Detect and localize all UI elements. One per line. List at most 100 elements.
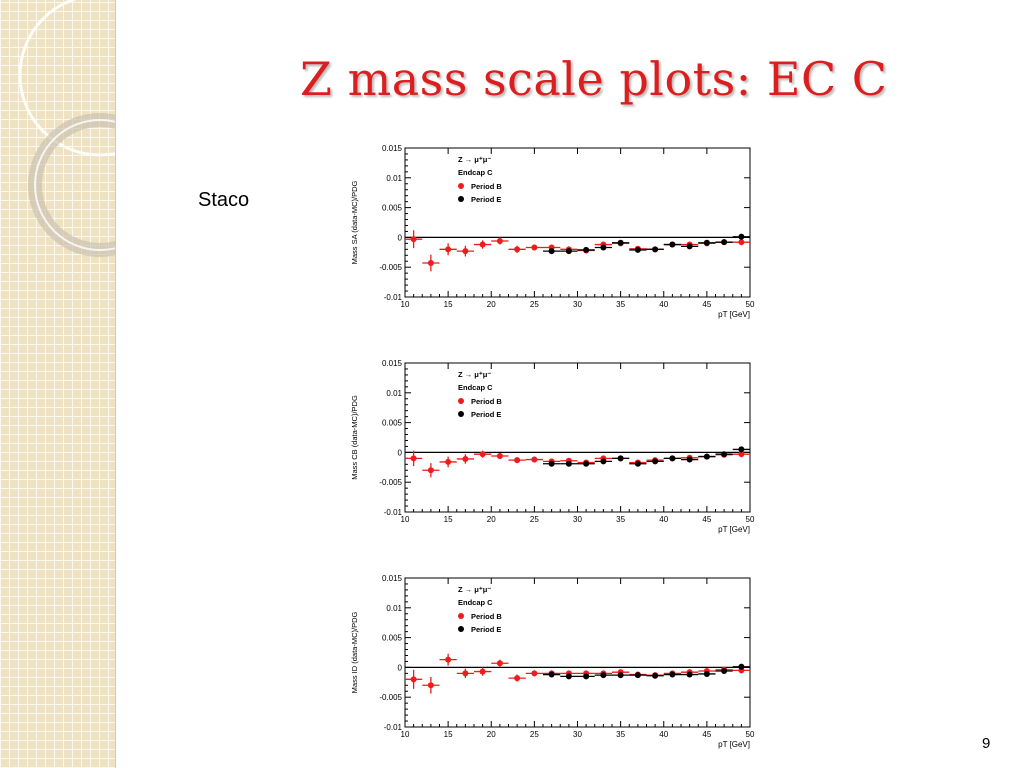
data-point bbox=[445, 656, 452, 663]
data-point bbox=[548, 671, 555, 678]
sidebar-grid-decoration bbox=[0, 0, 116, 768]
data-point bbox=[445, 246, 452, 253]
x-axis-title: pT [GeV] bbox=[718, 310, 750, 319]
data-point bbox=[565, 673, 572, 680]
data-point bbox=[738, 451, 745, 458]
y-tick-label: 0.015 bbox=[382, 144, 403, 153]
legend-region-label: Endcap C bbox=[458, 383, 493, 392]
x-tick-label: 25 bbox=[530, 515, 539, 524]
legend-entry-label: Period E bbox=[471, 410, 501, 419]
legend-entry-label: Period E bbox=[471, 625, 501, 634]
x-tick-label: 20 bbox=[487, 515, 496, 524]
mass-sa-plot: 10 15 20 25 30 35 40 45 50 -0.01 -0.005 0 0.005 0.01 0… bbox=[345, 140, 765, 320]
data-point bbox=[462, 455, 469, 462]
data-point bbox=[548, 248, 555, 255]
data-point bbox=[617, 239, 624, 246]
data-point bbox=[496, 660, 503, 667]
data-point bbox=[496, 237, 503, 244]
x-tick-label: 30 bbox=[573, 515, 582, 524]
chart-svg: 10 15 20 25 30 35 40 45 50 -0.01 -0.005 0 0.005 0.01 0… bbox=[350, 144, 755, 319]
legend-marker bbox=[458, 613, 464, 619]
chart-svg: 10 15 20 25 30 35 40 45 50 -0.01 -0.005 0 0.005 0.01 0… bbox=[350, 359, 755, 534]
data-point bbox=[686, 671, 693, 678]
data-point bbox=[634, 460, 641, 467]
data-point bbox=[617, 672, 624, 679]
series-period-e bbox=[543, 663, 750, 680]
data-point bbox=[669, 241, 676, 248]
plot-frame bbox=[404, 577, 751, 728]
series-period-e bbox=[543, 233, 750, 255]
data-point bbox=[738, 233, 745, 240]
y-tick-label: 0 bbox=[398, 448, 403, 457]
data-point bbox=[514, 246, 521, 253]
x-tick-label: 45 bbox=[702, 515, 711, 524]
series-period-e bbox=[543, 446, 750, 467]
x-axis-title: pT [GeV] bbox=[718, 740, 750, 749]
plot-frame bbox=[404, 147, 751, 298]
data-point bbox=[669, 455, 676, 462]
data-point bbox=[686, 243, 693, 250]
data-point bbox=[479, 241, 486, 248]
data-point bbox=[652, 672, 659, 679]
ring-decoration-icon bbox=[18, 0, 115, 257]
x-tick-label: 10 bbox=[401, 300, 410, 309]
data-point bbox=[721, 451, 728, 458]
algorithm-label: Staco bbox=[198, 189, 250, 211]
data-point bbox=[669, 671, 676, 678]
y-tick-label: 0.01 bbox=[386, 389, 402, 398]
y-tick-label: 0.005 bbox=[382, 204, 403, 213]
x-tick-label: 45 bbox=[702, 300, 711, 309]
x-tick-label: 35 bbox=[616, 515, 625, 524]
x-tick-label: 50 bbox=[746, 730, 755, 739]
chart-svg: 10 15 20 25 30 35 40 45 50 -0.01 -0.005 0 0.005 0.01 0… bbox=[350, 574, 755, 749]
data-point bbox=[634, 672, 641, 679]
data-point bbox=[652, 458, 659, 465]
y-tick-label: 0.005 bbox=[382, 419, 403, 428]
y-tick-label: 0.01 bbox=[386, 604, 402, 613]
x-tick-label: 45 bbox=[702, 730, 711, 739]
x-tick-label: 25 bbox=[530, 300, 539, 309]
data-point bbox=[445, 458, 452, 465]
y-tick-label: -0.005 bbox=[379, 263, 402, 272]
x-tick-label: 40 bbox=[659, 300, 668, 309]
slide-title: Z mass scale plots: EC C bbox=[300, 52, 888, 106]
x-tick-label: 25 bbox=[530, 730, 539, 739]
data-point bbox=[703, 453, 710, 460]
legend-marker bbox=[458, 411, 464, 417]
data-point bbox=[721, 239, 728, 246]
x-tick-label: 20 bbox=[487, 730, 496, 739]
legend-marker bbox=[458, 196, 464, 202]
page-number: 9 bbox=[982, 735, 991, 752]
data-point bbox=[721, 667, 728, 674]
data-point bbox=[410, 455, 417, 462]
data-point bbox=[479, 451, 486, 458]
data-point bbox=[410, 676, 417, 683]
data-point bbox=[514, 675, 521, 682]
legend-process-label: Z → μ⁺μ⁻ bbox=[458, 155, 491, 164]
x-tick-label: 35 bbox=[616, 730, 625, 739]
data-point bbox=[600, 672, 607, 679]
x-tick-label: 10 bbox=[401, 515, 410, 524]
plot-frame bbox=[404, 362, 751, 513]
data-point bbox=[583, 673, 590, 680]
y-tick-label: 0 bbox=[398, 663, 403, 672]
legend-entry-label: Period B bbox=[471, 612, 502, 621]
y-tick-label: -0.01 bbox=[384, 293, 403, 302]
data-point bbox=[531, 456, 538, 463]
data-point bbox=[703, 670, 710, 677]
y-tick-label: 0.005 bbox=[382, 634, 403, 643]
y-tick-label: -0.005 bbox=[379, 478, 402, 487]
mass-cb-plot: 10 15 20 25 30 35 40 45 50 -0.01 -0.005 0 0.005 0.01 0… bbox=[345, 355, 765, 535]
legend-marker bbox=[458, 183, 464, 189]
data-point bbox=[479, 668, 486, 675]
legend-process-label: Z → μ⁺μ⁻ bbox=[458, 370, 491, 379]
data-point bbox=[531, 670, 538, 677]
data-point bbox=[565, 460, 572, 467]
x-tick-label: 20 bbox=[487, 300, 496, 309]
data-point bbox=[583, 460, 590, 467]
y-tick-label: -0.01 bbox=[384, 723, 403, 732]
x-tick-label: 30 bbox=[573, 300, 582, 309]
x-tick-label: 15 bbox=[444, 300, 453, 309]
x-tick-label: 50 bbox=[746, 515, 755, 524]
data-point bbox=[462, 248, 469, 255]
